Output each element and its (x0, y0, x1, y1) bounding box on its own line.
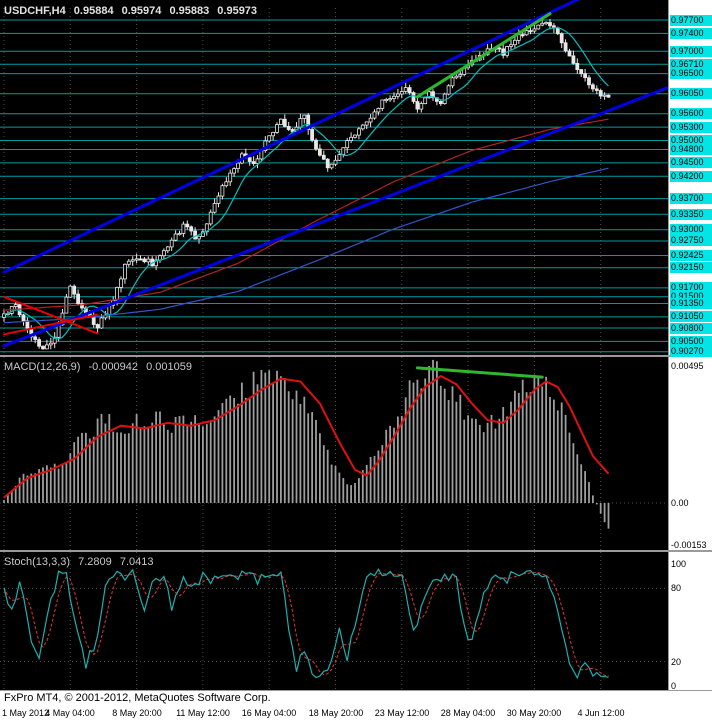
price-level-label: 0.92425 (670, 250, 712, 261)
price-level-label: 0.91700 (670, 282, 712, 293)
price-level-label: 0.94500 (670, 157, 712, 168)
price-level-label: 0.94800 (670, 144, 712, 155)
price-level-label: 0.96710 (670, 59, 712, 70)
price-level-label: 0.91500 (670, 291, 712, 302)
stoch-value-signal: 7.0413 (119, 556, 154, 568)
stoch-indicator-label: Stoch(13,3,3) 7.2809 7.0413 (4, 556, 158, 568)
price-level-label: 0.93700 (670, 193, 712, 204)
price-high: 0.95974 (121, 5, 162, 17)
macd-value-signal: 0.001059 (146, 361, 192, 373)
copyright-text: FxPro MT4, © 2001-2012, MetaQuotes Softw… (4, 692, 271, 704)
stoch-scale-label: 80 (671, 583, 682, 593)
macd-value-main: -0.000942 (88, 361, 139, 373)
price-level-label: 0.93000 (670, 224, 712, 235)
time-axis-label: 23 May 12:00 (374, 708, 430, 718)
time-axis-label: 18 May 20:00 (308, 708, 364, 718)
price-level-label: 0.97000 (670, 46, 712, 57)
price-close: 0.95973 (217, 5, 258, 17)
time-axis-label: 30 May 20:00 (506, 708, 562, 718)
price-level-label: 0.97700 (670, 15, 712, 26)
price-level-label: 0.97400 (670, 28, 712, 39)
price-level-label: 0.91350 (670, 298, 712, 309)
macd-indicator-label: MACD(12,26,9) -0.000942 0.001059 (4, 361, 197, 373)
stoch-scale-label: 100 (671, 559, 687, 569)
symbol-period-label: USDCHF,H4 (4, 5, 66, 17)
macd-scale-label: 0.00495 (671, 361, 704, 371)
price-level-label: 0.96500 (670, 68, 712, 79)
price-level-label: 0.92150 (670, 262, 712, 273)
time-axis-label: 28 May 04:00 (440, 708, 496, 718)
time-axis-label: 8 May 20:00 (112, 708, 162, 718)
price-level-label: 0.90800 (670, 323, 712, 334)
macd-scale-label: 0.00 (671, 498, 689, 508)
time-axis-label: 16 May 04:00 (241, 708, 297, 718)
price-low: 0.95883 (169, 5, 210, 17)
price-level-label: 0.90270 (670, 346, 712, 357)
chart-title: USDCHF,H4 0.95884 0.95974 0.95883 0.9597… (4, 5, 262, 17)
price-level-label: 0.95600 (670, 108, 712, 119)
time-axis-label: 11 May 12:00 (176, 708, 230, 718)
macd-name: MACD(12,26,9) (4, 361, 81, 373)
stoch-name: Stoch(13,3,3) (4, 556, 71, 568)
price-level-label: 0.90500 (670, 336, 712, 347)
time-axis-label: 4 May 04:00 (45, 708, 95, 718)
time-axis-label: 1 May 2012 (2, 708, 50, 718)
stoch-value-main: 7.2809 (78, 556, 112, 568)
price-level-label: 0.95300 (670, 122, 712, 133)
time-axis-label: 4 Jun 12:00 (577, 708, 625, 718)
macd-scale-label: -0.00153 (671, 540, 707, 550)
stoch-scale-label: 0 (671, 681, 677, 691)
price-level-label: 0.94200 (670, 171, 712, 182)
price-level-label: 0.95000 (670, 135, 712, 146)
stoch-scale-label: 20 (671, 657, 682, 667)
price-open: 0.95884 (73, 5, 114, 17)
price-level-label: 0.93350 (670, 209, 712, 220)
price-level-label: 0.92750 (670, 235, 712, 246)
price-level-label: 0.96050 (670, 88, 712, 99)
price-level-label: 0.91050 (670, 311, 712, 322)
